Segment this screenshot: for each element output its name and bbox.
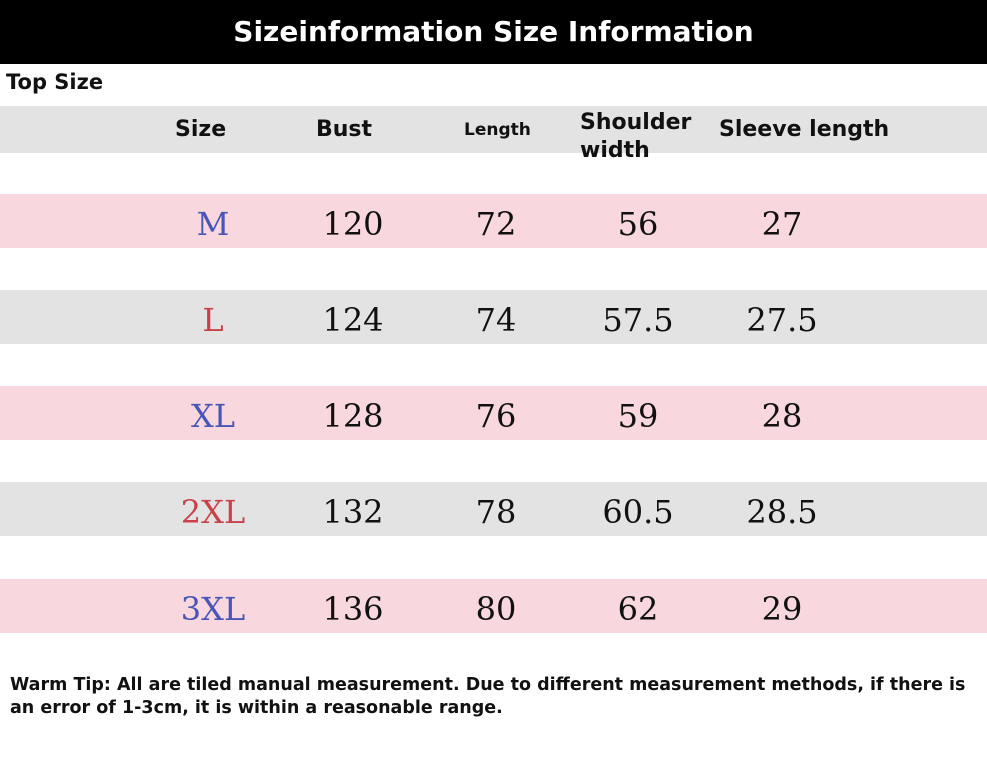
bust-cell: 120	[322, 205, 384, 243]
header-size: Size	[175, 117, 227, 142]
size-cell: 3XL	[180, 590, 246, 628]
table-row: L 124 74 57.5 27.5	[0, 290, 987, 344]
shoulder-cell: 59	[617, 397, 659, 435]
size-cell: 2XL	[180, 493, 246, 531]
shoulder-cell: 62	[617, 590, 659, 628]
header-bust: Bust	[316, 117, 373, 142]
bust-cell: 124	[322, 301, 384, 339]
sleeve-cell: 28	[761, 397, 803, 435]
bust-cell: 136	[322, 590, 384, 628]
table-header: Size Bust Length Shoulder width Sleeve l…	[0, 106, 987, 163]
length-cell: 76	[475, 397, 517, 435]
warm-tip-note: Warm Tip: All are tiled manual measureme…	[10, 675, 966, 718]
shoulder-cell: 56	[617, 205, 659, 243]
table-row: 2XL 132 78 60.5 28.5	[0, 482, 987, 536]
section-title: Top Size	[6, 70, 104, 94]
header-sleeve-length: Sleeve length	[719, 117, 890, 142]
table-row: M 120 72 56 27	[0, 194, 987, 248]
length-cell: 80	[475, 590, 517, 628]
sleeve-cell: 29	[761, 590, 803, 628]
header-shoulder-line1: Shoulder	[580, 110, 692, 135]
page-title: Sizeinformation Size Information	[233, 15, 754, 48]
bust-cell: 132	[322, 493, 384, 531]
table-row: XL 128 76 59 28	[0, 386, 987, 440]
sleeve-cell: 27.5	[746, 301, 818, 339]
header-shoulder-line2: width	[580, 138, 650, 163]
length-cell: 78	[475, 493, 517, 531]
bust-cell: 128	[322, 397, 384, 435]
length-cell: 74	[475, 301, 517, 339]
shoulder-cell: 57.5	[602, 301, 674, 339]
sleeve-cell: 27	[761, 205, 803, 243]
size-cell: XL	[190, 397, 236, 435]
header-length: Length	[464, 120, 531, 140]
length-cell: 72	[475, 205, 517, 243]
size-cell: M	[196, 205, 230, 243]
header-shoulder-width: Shoulder width	[580, 109, 720, 165]
sleeve-cell: 28.5	[746, 493, 818, 531]
table-row: 3XL 136 80 62 29	[0, 579, 987, 633]
page-title-banner: Sizeinformation Size Information	[0, 0, 987, 64]
size-cell: L	[202, 301, 224, 339]
shoulder-cell: 60.5	[602, 493, 674, 531]
